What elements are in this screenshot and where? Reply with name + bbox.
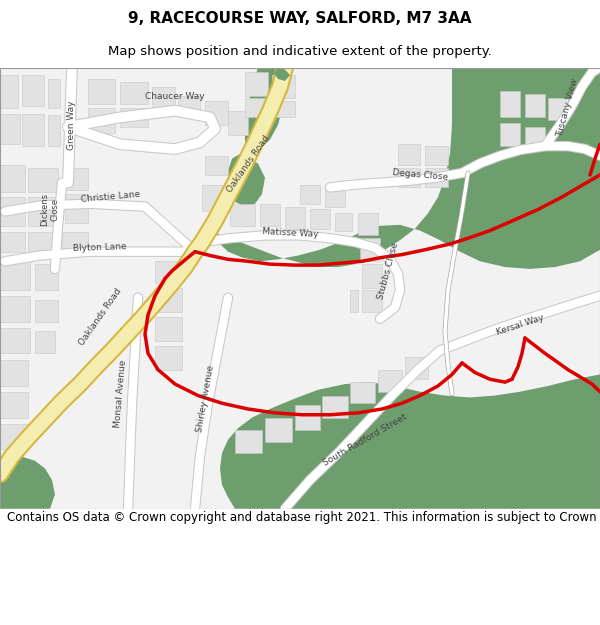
Polygon shape xyxy=(335,213,352,231)
Polygon shape xyxy=(272,75,295,98)
Polygon shape xyxy=(325,188,345,207)
Polygon shape xyxy=(362,264,382,288)
Polygon shape xyxy=(228,111,248,134)
Polygon shape xyxy=(360,238,380,261)
Text: 9, RACECOURSE WAY, SALFORD, M7 3AA: 9, RACECOURSE WAY, SALFORD, M7 3AA xyxy=(128,11,472,26)
Polygon shape xyxy=(350,290,358,312)
Text: Green Way: Green Way xyxy=(67,100,77,150)
Polygon shape xyxy=(0,232,25,252)
Polygon shape xyxy=(285,207,305,229)
Polygon shape xyxy=(88,107,115,132)
Polygon shape xyxy=(28,232,55,252)
Polygon shape xyxy=(0,392,28,418)
Text: Stubbs Close: Stubbs Close xyxy=(376,241,400,301)
Polygon shape xyxy=(62,232,88,252)
Polygon shape xyxy=(0,296,30,322)
Polygon shape xyxy=(0,75,18,108)
Text: Map shows position and indicative extent of the property.: Map shows position and indicative extent… xyxy=(108,45,492,58)
Polygon shape xyxy=(155,346,182,369)
Polygon shape xyxy=(525,127,545,146)
Polygon shape xyxy=(205,101,228,125)
Polygon shape xyxy=(358,213,378,236)
Polygon shape xyxy=(35,264,58,290)
Polygon shape xyxy=(245,98,268,118)
Polygon shape xyxy=(22,75,44,106)
Polygon shape xyxy=(48,116,60,146)
Polygon shape xyxy=(65,168,88,190)
Text: Kersal Way: Kersal Way xyxy=(495,312,545,336)
Polygon shape xyxy=(0,360,28,386)
Text: Matisse Way: Matisse Way xyxy=(262,226,319,239)
Polygon shape xyxy=(0,166,25,192)
Text: Contains OS data © Crown copyright and database right 2021. This information is : Contains OS data © Crown copyright and d… xyxy=(7,511,600,524)
Polygon shape xyxy=(155,261,182,283)
Polygon shape xyxy=(202,184,225,211)
Text: Dickens
Close: Dickens Close xyxy=(40,193,60,226)
Polygon shape xyxy=(235,430,262,453)
Polygon shape xyxy=(500,91,520,118)
Polygon shape xyxy=(200,374,600,509)
Polygon shape xyxy=(48,79,60,107)
Polygon shape xyxy=(398,168,420,187)
Polygon shape xyxy=(0,68,600,509)
Polygon shape xyxy=(245,72,268,96)
Polygon shape xyxy=(425,168,448,187)
Text: South Radford Street: South Radford Street xyxy=(322,412,409,468)
Polygon shape xyxy=(0,328,30,353)
Polygon shape xyxy=(35,299,58,322)
Polygon shape xyxy=(35,331,55,353)
Polygon shape xyxy=(205,156,228,175)
Polygon shape xyxy=(155,288,182,312)
Text: Christie Lane: Christie Lane xyxy=(80,190,140,204)
Polygon shape xyxy=(300,184,320,204)
Polygon shape xyxy=(228,154,265,207)
Polygon shape xyxy=(28,197,58,226)
Text: Oaklands Road: Oaklands Road xyxy=(225,133,271,194)
Polygon shape xyxy=(120,107,148,127)
Text: Blyton Lane: Blyton Lane xyxy=(73,242,127,253)
Polygon shape xyxy=(500,123,520,146)
Polygon shape xyxy=(120,82,148,104)
Polygon shape xyxy=(178,96,200,118)
Polygon shape xyxy=(215,68,600,269)
Polygon shape xyxy=(548,98,568,120)
Text: Tuscany View: Tuscany View xyxy=(556,78,580,138)
Polygon shape xyxy=(260,204,280,226)
Polygon shape xyxy=(310,209,330,229)
Polygon shape xyxy=(265,418,292,442)
Text: Chaucer Way: Chaucer Way xyxy=(145,92,205,101)
Polygon shape xyxy=(230,204,255,226)
Polygon shape xyxy=(65,194,88,223)
Polygon shape xyxy=(272,101,295,118)
Polygon shape xyxy=(468,68,600,264)
Polygon shape xyxy=(274,68,290,81)
Polygon shape xyxy=(22,114,44,146)
Polygon shape xyxy=(28,168,58,192)
Polygon shape xyxy=(350,382,375,403)
Polygon shape xyxy=(155,317,182,341)
Polygon shape xyxy=(0,261,30,290)
Text: Oaklands Road: Oaklands Road xyxy=(77,287,123,347)
Polygon shape xyxy=(378,369,402,392)
Polygon shape xyxy=(0,456,55,509)
Polygon shape xyxy=(405,357,428,379)
Polygon shape xyxy=(525,94,545,118)
Text: Degas Close: Degas Close xyxy=(392,168,448,182)
Polygon shape xyxy=(0,197,25,226)
Polygon shape xyxy=(88,79,115,104)
Polygon shape xyxy=(425,146,448,166)
Polygon shape xyxy=(362,290,382,312)
Polygon shape xyxy=(295,405,320,430)
Polygon shape xyxy=(245,68,285,154)
Polygon shape xyxy=(398,144,420,166)
Polygon shape xyxy=(0,114,20,144)
Polygon shape xyxy=(152,87,175,111)
Text: Monsal Avenue: Monsal Avenue xyxy=(113,359,127,428)
Polygon shape xyxy=(0,424,28,449)
Text: Shirley Avenue: Shirley Avenue xyxy=(194,364,215,432)
Polygon shape xyxy=(322,396,348,418)
